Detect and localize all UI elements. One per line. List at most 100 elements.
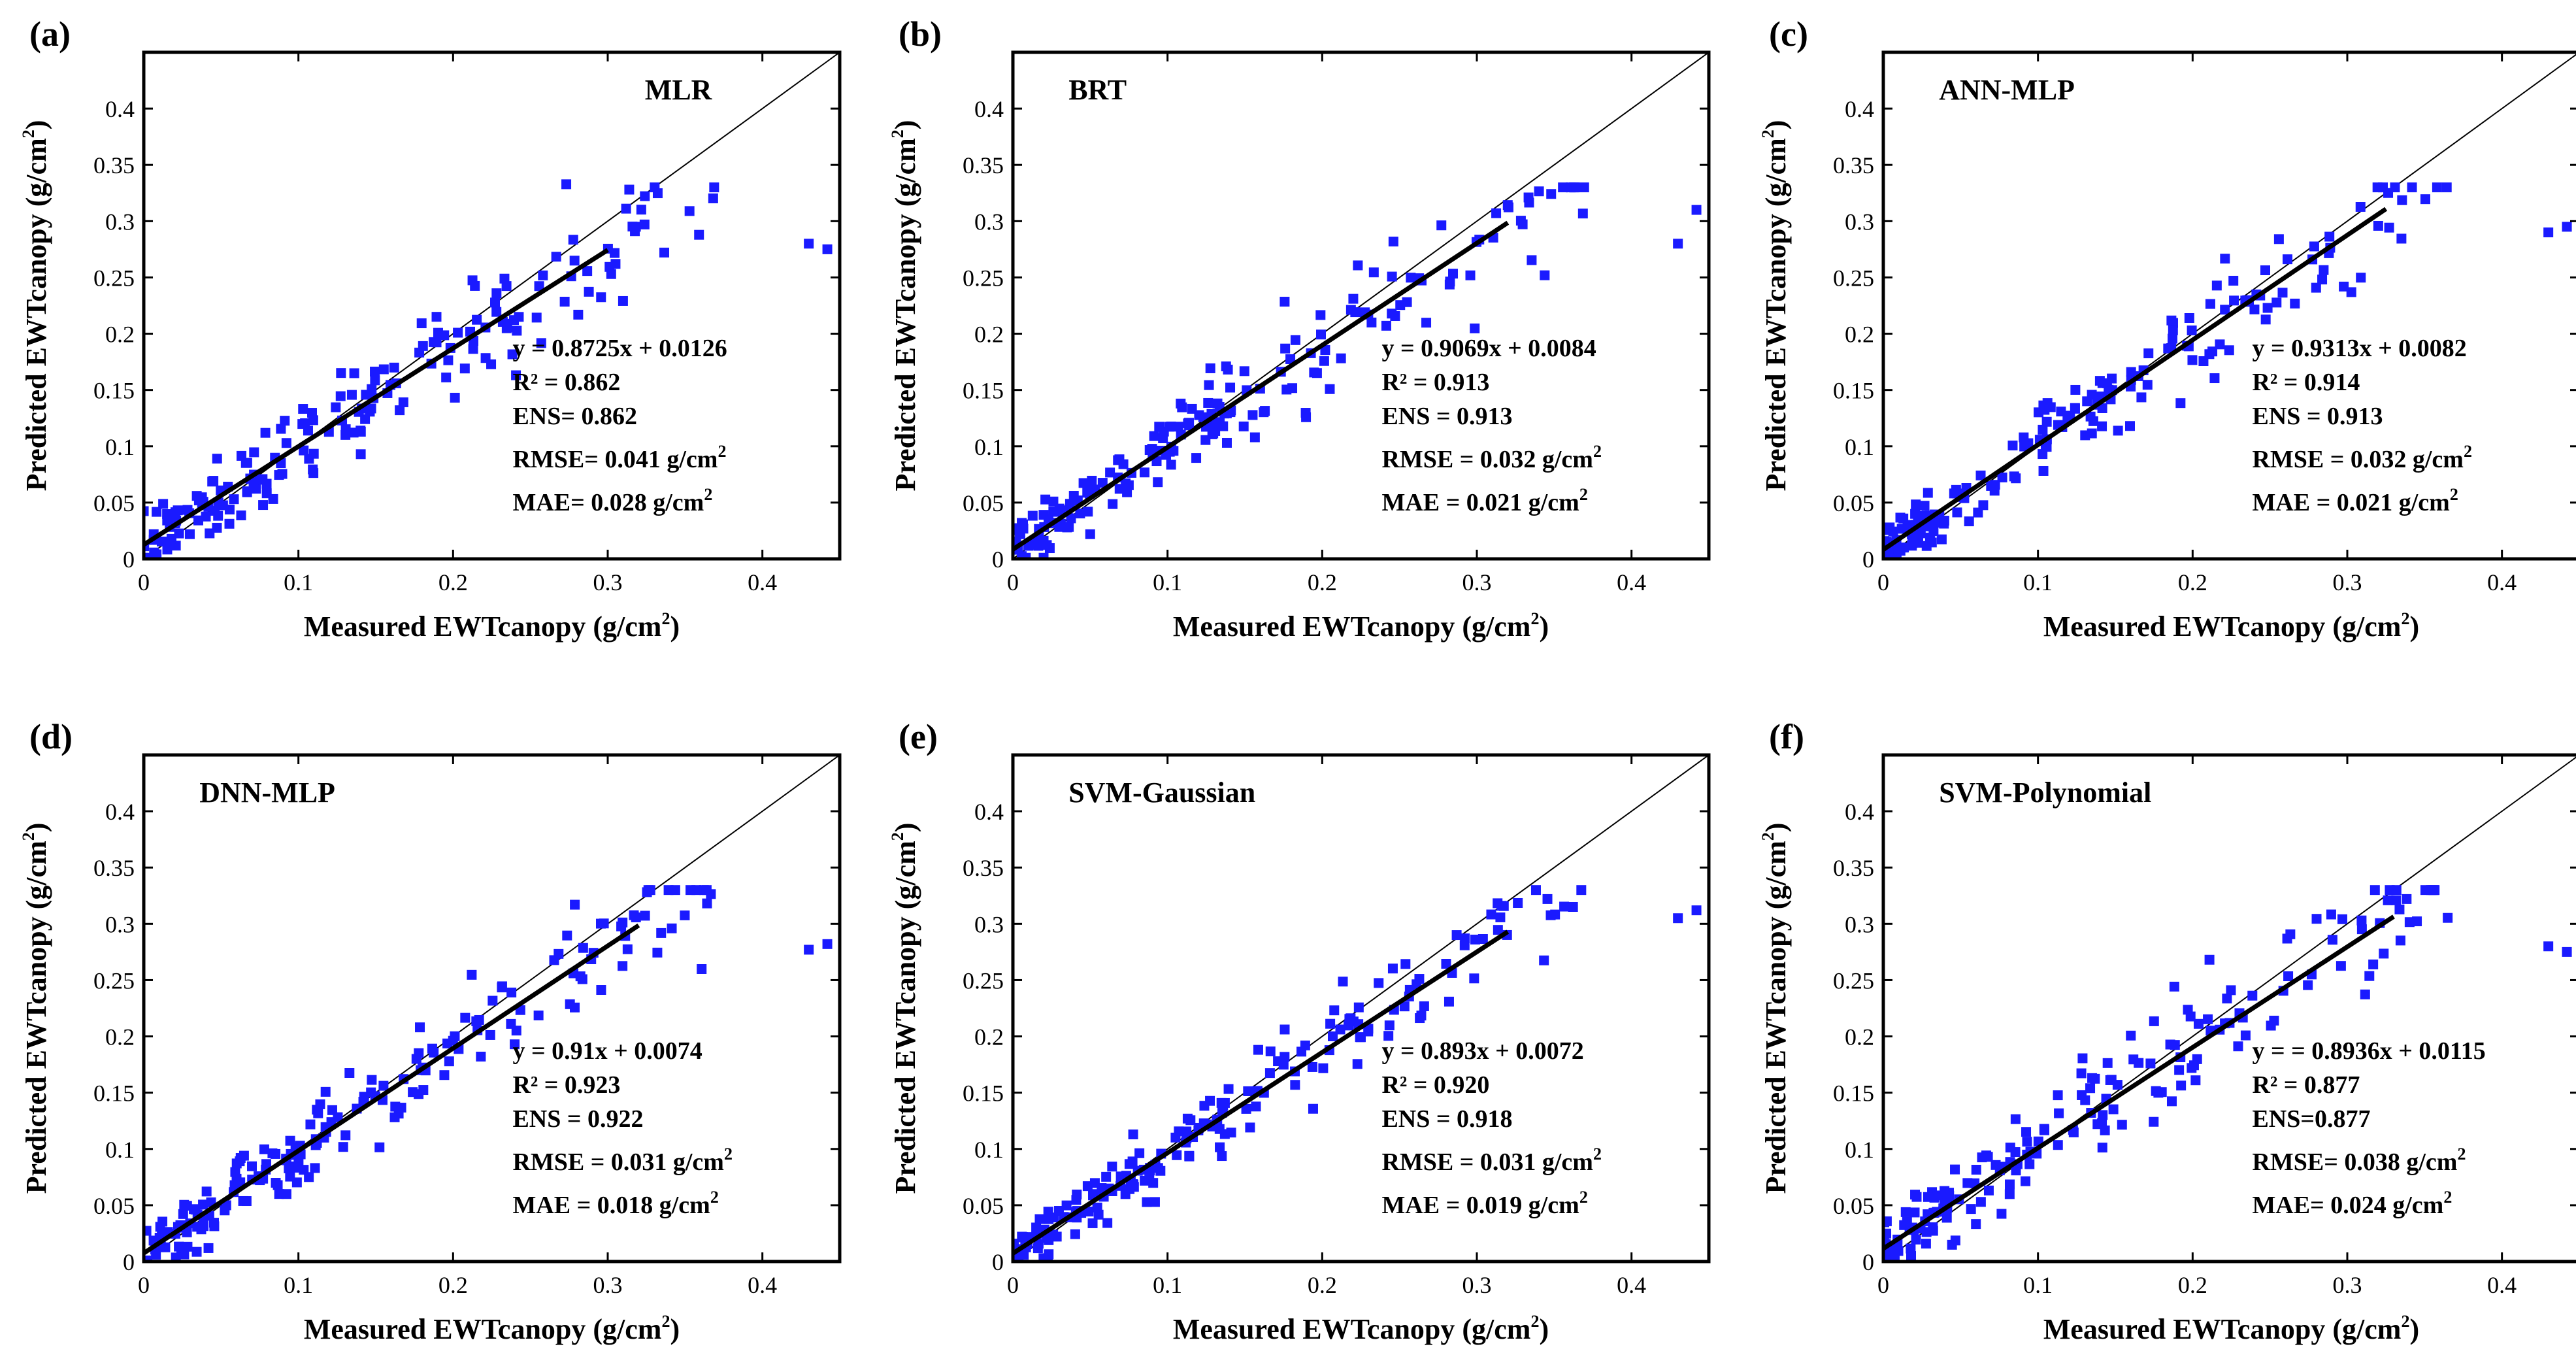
data-point <box>179 1199 190 1210</box>
data-point <box>293 1157 304 1167</box>
data-point <box>610 248 620 258</box>
data-point <box>439 1070 450 1080</box>
data-point <box>1273 1056 1283 1067</box>
data-point <box>1896 524 1907 534</box>
data-point <box>182 1241 193 1252</box>
x-tick-label: 0.2 <box>2178 1272 2207 1298</box>
data-point <box>1034 1214 1045 1224</box>
y-tick-label: 0.3 <box>974 911 1004 937</box>
data-point <box>822 244 833 254</box>
data-point <box>374 1142 385 1152</box>
data-point <box>1883 1217 1890 1228</box>
scatter-points <box>1013 885 1702 1262</box>
data-point <box>561 179 572 190</box>
data-point <box>2562 222 2572 232</box>
data-point <box>441 372 452 382</box>
data-point <box>490 297 501 308</box>
data-point <box>511 370 521 380</box>
data-point <box>429 337 439 347</box>
unit-superscript: 2 <box>1579 1188 1588 1207</box>
y-tick-label: 0.35 <box>963 152 1004 178</box>
data-point <box>320 1086 331 1097</box>
x-axis-title: Measured EWTcanopy (g/cm2) <box>2043 609 2419 643</box>
data-point <box>2107 373 2117 384</box>
regression-line <box>142 923 640 1256</box>
data-point <box>2004 1179 2015 1190</box>
unit-superscript: 2 <box>710 1188 719 1207</box>
data-point <box>2076 1068 2087 1079</box>
data-point <box>1149 431 1159 441</box>
data-point <box>1387 963 1398 974</box>
data-point <box>2370 885 2380 895</box>
data-point <box>536 338 546 348</box>
data-point <box>2184 313 2194 324</box>
data-point <box>822 939 833 949</box>
data-point <box>1215 1142 1225 1152</box>
data-point <box>1105 467 1115 478</box>
label-close: ) <box>20 823 52 833</box>
data-point <box>2021 1127 2032 1137</box>
data-point <box>271 1178 281 1188</box>
unit-superscript: 2 <box>888 129 907 138</box>
data-point <box>584 286 594 297</box>
data-point <box>1097 478 1108 488</box>
label-close: ) <box>889 120 921 130</box>
unit-superscript: 2 <box>724 1145 733 1163</box>
data-point <box>453 327 463 338</box>
data-point <box>197 492 207 503</box>
data-point <box>398 397 408 407</box>
data-point <box>2220 254 2230 264</box>
data-point <box>624 184 635 195</box>
data-point <box>534 281 544 292</box>
unit-superscript: 2 <box>1530 1312 1539 1331</box>
data-point <box>1134 1148 1145 1158</box>
data-point <box>370 375 380 386</box>
data-point <box>2038 465 2049 476</box>
data-point <box>553 948 564 959</box>
data-point <box>1017 518 1027 528</box>
x-tick-label: 0.2 <box>438 1272 468 1298</box>
data-point <box>1123 480 1134 490</box>
data-point <box>1215 417 1225 427</box>
x-tick-label: 0.3 <box>1462 1272 1492 1298</box>
data-point <box>276 424 286 434</box>
data-point <box>472 314 482 325</box>
x-tick-label: 0.3 <box>593 569 623 595</box>
data-point <box>459 363 470 374</box>
data-point <box>570 899 580 910</box>
data-point <box>2100 1125 2110 1135</box>
x-tick-label: 0.2 <box>438 569 468 595</box>
regression-line <box>142 248 609 547</box>
data-point <box>2373 220 2383 231</box>
data-point <box>1673 239 1683 249</box>
x-tick-label: 0.1 <box>284 569 313 595</box>
y-tick-label: 0.35 <box>1833 152 1874 178</box>
data-point <box>596 292 606 303</box>
data-point <box>2004 1189 2015 1199</box>
data-point <box>562 930 572 941</box>
data-point <box>1907 541 1917 551</box>
data-point <box>1144 1169 1155 1180</box>
data-point <box>1027 510 1038 521</box>
data-point <box>1381 320 1391 331</box>
y-tick-label: 0.05 <box>1833 490 1874 516</box>
data-point <box>2143 348 2154 359</box>
data-point <box>335 391 346 401</box>
data-point <box>1444 996 1454 1007</box>
data-point <box>2105 1075 2115 1085</box>
y-axis-title: Predicted EWTcanopy (g/cm2) <box>19 120 52 492</box>
data-point <box>1910 1190 1921 1200</box>
data-point <box>224 518 235 529</box>
data-point <box>1338 977 1348 987</box>
data-point <box>578 943 588 953</box>
data-point <box>1184 420 1195 431</box>
data-point <box>1066 513 1076 524</box>
data-point <box>1072 1189 1082 1199</box>
data-point <box>1153 477 1163 488</box>
data-point <box>1120 1189 1131 1199</box>
y-tick-label: 0.25 <box>93 265 135 291</box>
data-point <box>299 1165 309 1175</box>
data-point <box>2327 935 2337 945</box>
data-point <box>531 312 542 323</box>
data-point <box>192 1222 203 1232</box>
